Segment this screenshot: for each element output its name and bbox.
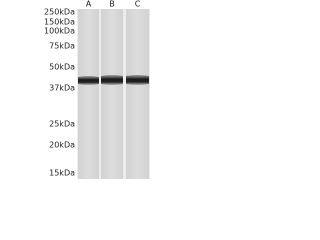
page: 250kDa 150kDa 100kDa 75kDa 50kDa 37kDa 25kDa 20…: [0, 0, 180, 180]
lane-label: A: [86, 0, 92, 9]
band: [126, 75, 149, 85]
lane: [101, 9, 123, 179]
lane: [126, 9, 149, 179]
marker-label: 20kDa: [49, 141, 75, 150]
marker-label: 25kDa: [49, 120, 75, 129]
band: [101, 75, 123, 85]
band: [78, 76, 99, 85]
marker-label: 37kDa: [49, 84, 75, 93]
marker-label: 150kDa: [44, 18, 75, 27]
lane-label: C: [135, 0, 141, 9]
marker-label: 75kDa: [49, 42, 75, 51]
lane-label: B: [109, 0, 115, 9]
marker-label: 100kDa: [44, 27, 75, 36]
marker-label: 250kDa: [44, 8, 75, 17]
lane: [78, 9, 99, 179]
marker-label: 15kDa: [49, 169, 75, 178]
marker-label: 50kDa: [49, 63, 75, 72]
